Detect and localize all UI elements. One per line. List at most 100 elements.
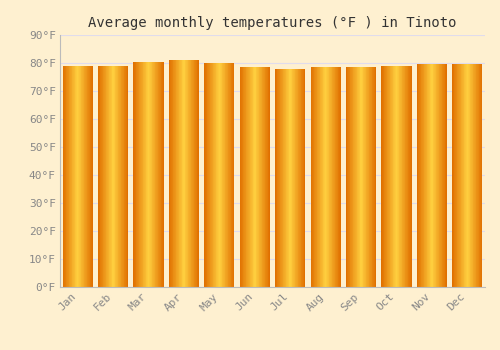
Bar [110,66,111,287]
Bar [472,64,474,287]
Bar [145,62,146,287]
Bar [184,60,186,287]
Bar [267,67,268,287]
Bar [258,67,260,287]
Bar [116,66,117,287]
Bar [85,66,86,287]
Bar [193,60,194,287]
Bar [351,67,352,287]
Bar [410,66,411,287]
Bar [268,67,269,287]
Bar [156,62,157,287]
Bar [242,67,243,287]
Bar [245,67,246,287]
Bar [350,67,352,287]
Bar [141,62,142,287]
Bar [330,67,331,287]
Bar [418,64,419,287]
Bar [175,60,176,287]
Bar [215,63,216,287]
Bar [370,67,371,287]
Bar [190,60,192,287]
Bar [255,67,256,287]
Bar [349,67,350,287]
Bar [83,66,84,287]
Bar [217,63,218,287]
Bar [401,66,402,287]
Bar [438,64,440,287]
Bar [88,66,89,287]
Bar [316,67,318,287]
Bar [474,64,475,287]
Bar [325,67,326,287]
Bar [226,63,227,287]
Bar [458,64,459,287]
Bar [223,63,224,287]
Bar [67,66,68,287]
Bar [294,69,296,287]
Bar [299,69,300,287]
Bar [227,63,228,287]
Bar [396,66,397,287]
Bar [297,69,298,287]
Bar [359,67,360,287]
Bar [92,66,93,287]
Bar [147,62,148,287]
Bar [430,64,431,287]
Bar [160,62,162,287]
Bar [206,63,208,287]
Bar [477,64,478,287]
Bar [170,60,171,287]
Bar [256,67,257,287]
Bar [248,67,249,287]
Bar [324,67,325,287]
Bar [398,66,400,287]
Bar [406,66,407,287]
Bar [106,66,107,287]
Bar [142,62,144,287]
Bar [466,64,468,287]
Bar [73,66,74,287]
Bar [285,69,286,287]
Bar [108,66,110,287]
Bar [188,60,189,287]
Bar [90,66,92,287]
Bar [100,66,101,287]
Bar [327,67,328,287]
Bar [296,69,297,287]
Bar [321,67,322,287]
Bar [443,64,444,287]
Bar [452,64,453,287]
Bar [298,69,300,287]
Bar [300,69,302,287]
Bar [431,64,432,287]
Bar [212,63,214,287]
Bar [146,62,147,287]
Bar [154,62,156,287]
Bar [71,66,72,287]
Bar [339,67,340,287]
Bar [152,62,153,287]
Bar [195,60,196,287]
Bar [64,66,65,287]
Bar [476,64,477,287]
Bar [261,67,262,287]
Bar [475,64,476,287]
Bar [264,67,266,287]
Bar [464,64,465,287]
Bar [314,67,315,287]
Bar [136,62,138,287]
Bar [470,64,471,287]
Bar [214,63,215,287]
Bar [153,62,154,287]
Bar [101,66,102,287]
Bar [362,67,364,287]
Bar [280,69,281,287]
Bar [125,66,126,287]
Bar [390,66,391,287]
Bar [469,64,470,287]
Bar [419,64,420,287]
Bar [211,63,212,287]
Bar [442,64,443,287]
Bar [424,64,425,287]
